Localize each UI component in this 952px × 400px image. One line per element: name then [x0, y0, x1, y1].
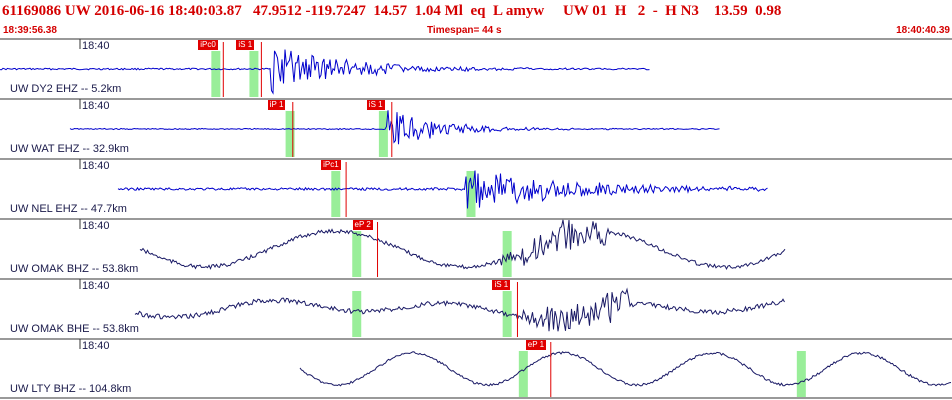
event-header: 61169086 UW 2016-06-16 18:40:03.87 47.95…	[0, 0, 952, 36]
waveform-trace[interactable]	[139, 219, 786, 271]
event-summary: 61169086 UW 2016-06-16 18:40:03.87 47.95…	[2, 3, 782, 19]
pick-window	[796, 351, 806, 397]
pick-window	[331, 171, 341, 217]
phase-pick-marker[interactable]: iPc0	[198, 40, 218, 50]
waveform-trace[interactable]	[134, 287, 785, 332]
phase-pick-marker[interactable]: iS 1	[236, 40, 255, 50]
station-label: UW DY2 EHZ -- 5.2km	[10, 83, 122, 95]
time-tick-label: 18:40	[82, 280, 110, 292]
station-label: UW OMAK BHZ -- 53.8km	[10, 263, 139, 275]
time-tick-label: 18:40	[82, 340, 110, 352]
time-tick-label: 18:40	[82, 220, 110, 232]
phase-pick-marker[interactable]: iS 1	[366, 100, 385, 110]
pick-window	[352, 231, 362, 277]
station-label: UW WAT EHZ -- 32.9km	[10, 143, 129, 155]
station-label: UW NEL EHZ -- 47.7km	[10, 203, 127, 215]
pick-window	[285, 111, 295, 157]
phase-pick-marker[interactable]: iP 1	[267, 100, 286, 110]
pick-window	[378, 111, 388, 157]
pick-window	[352, 291, 362, 337]
pick-window	[518, 351, 528, 397]
start-time: 18:39:56.38	[3, 25, 57, 36]
waveform-trace[interactable]	[0, 49, 650, 95]
pick-window	[211, 51, 221, 97]
phase-pick-marker[interactable]: iPc1	[321, 160, 341, 170]
pick-window	[249, 51, 259, 97]
waveform-trace[interactable]	[299, 351, 952, 387]
waveform-trace[interactable]	[69, 110, 720, 145]
phase-pick-marker[interactable]: iS 1	[492, 280, 511, 290]
timespan: Timespan= 44 s	[427, 25, 502, 36]
pick-window	[466, 171, 476, 217]
phase-pick-marker[interactable]: eP 1	[525, 340, 547, 350]
end-time: 18:40:40.39	[896, 25, 950, 36]
phase-pick-marker[interactable]: eP 2	[352, 220, 373, 230]
waveform-trace[interactable]	[117, 170, 768, 209]
station-label: UW OMAK BHE -- 53.8km	[10, 323, 139, 335]
pick-window	[502, 291, 512, 337]
time-tick-label: 18:40	[82, 160, 110, 172]
time-tick-label: 18:40	[82, 40, 110, 52]
station-label: UW LTY BHZ -- 104.8km	[10, 383, 132, 395]
time-tick-label: 18:40	[82, 100, 110, 112]
